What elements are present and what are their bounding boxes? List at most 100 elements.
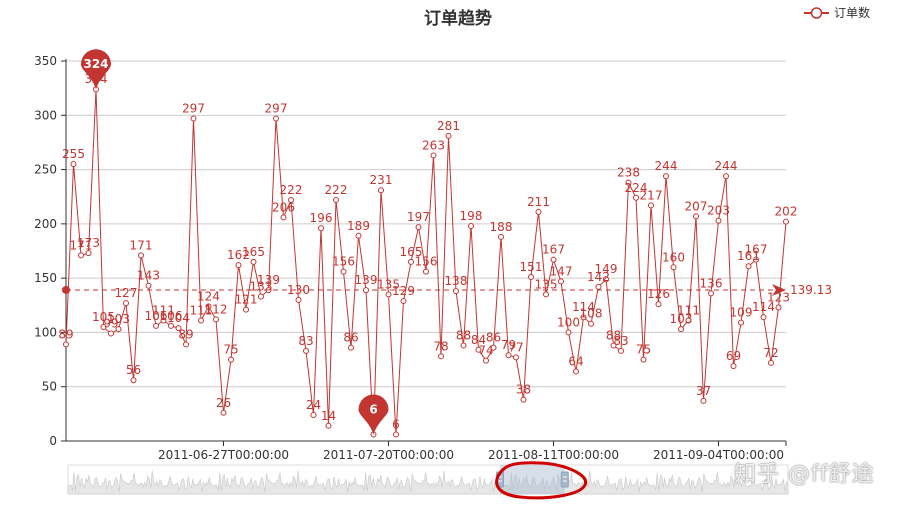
data-point[interactable] — [558, 278, 564, 285]
data-point[interactable] — [738, 319, 744, 326]
data-point[interactable] — [145, 282, 152, 289]
data-point[interactable] — [378, 187, 384, 194]
data-point[interactable] — [325, 422, 332, 429]
data-point[interactable] — [85, 250, 92, 257]
data-point[interactable] — [70, 161, 77, 168]
data-point[interactable] — [573, 368, 579, 375]
data-point[interactable] — [678, 326, 684, 333]
data-point[interactable] — [685, 317, 692, 324]
data-point[interactable] — [400, 297, 407, 304]
data-point[interactable] — [775, 304, 782, 311]
data-point[interactable] — [153, 322, 159, 329]
data-point[interactable] — [175, 325, 182, 332]
data-point[interactable] — [340, 268, 347, 275]
data-point[interactable] — [483, 357, 489, 364]
data-point[interactable] — [490, 344, 497, 351]
data-point[interactable] — [760, 314, 767, 321]
data-point[interactable] — [280, 214, 287, 221]
data-point[interactable] — [528, 274, 534, 281]
data-point[interactable] — [663, 173, 669, 180]
data-point[interactable] — [543, 291, 549, 298]
data-point[interactable] — [610, 342, 617, 349]
data-point[interactable] — [303, 347, 309, 354]
data-point[interactable] — [453, 288, 459, 295]
data-point[interactable] — [693, 213, 699, 220]
data-point[interactable] — [318, 225, 324, 232]
data-point[interactable] — [708, 290, 714, 297]
data-point[interactable] — [498, 233, 504, 240]
data-point[interactable] — [408, 258, 414, 265]
data-zoom-window[interactable] — [500, 465, 565, 494]
data-point[interactable] — [250, 258, 257, 265]
data-point[interactable] — [438, 353, 444, 360]
data-point[interactable] — [430, 152, 437, 159]
data-point[interactable] — [730, 363, 737, 370]
data-point[interactable] — [258, 293, 264, 300]
data-point[interactable] — [198, 317, 204, 324]
data-point[interactable] — [288, 196, 294, 203]
data-point[interactable] — [363, 287, 369, 294]
data-point[interactable] — [213, 316, 219, 323]
data-point[interactable] — [63, 341, 69, 348]
data-point[interactable] — [460, 342, 467, 349]
data-point[interactable] — [108, 330, 114, 337]
data-point[interactable] — [393, 431, 399, 438]
data-point[interactable] — [520, 396, 527, 403]
data-point[interactable] — [205, 303, 212, 310]
data-point[interactable] — [640, 356, 647, 363]
legend-item-orders[interactable]: 订单数 — [804, 4, 870, 21]
data-point[interactable] — [550, 256, 557, 263]
data-point[interactable] — [700, 397, 707, 404]
data-point[interactable] — [168, 322, 174, 329]
data-point[interactable] — [220, 409, 227, 416]
data-point[interactable] — [183, 341, 189, 348]
data-point[interactable] — [295, 296, 302, 303]
data-point[interactable] — [655, 301, 662, 308]
data-point[interactable] — [715, 217, 722, 224]
data-point[interactable] — [415, 224, 422, 231]
data-point[interactable] — [138, 252, 144, 259]
data-point[interactable] — [603, 276, 609, 283]
data-point[interactable] — [505, 352, 512, 359]
data-zoom-slider[interactable] — [67, 464, 789, 495]
data-point[interactable] — [723, 173, 729, 180]
data-point[interactable] — [333, 196, 339, 203]
data-point[interactable] — [670, 264, 677, 271]
data-point[interactable] — [475, 346, 482, 353]
data-point[interactable] — [123, 300, 129, 307]
data-point[interactable] — [310, 411, 317, 418]
data-point[interactable] — [273, 115, 279, 122]
data-point[interactable] — [580, 314, 587, 321]
data-point[interactable] — [633, 194, 639, 201]
data-point[interactable] — [445, 132, 452, 139]
data-point[interactable] — [385, 291, 392, 298]
data-point[interactable] — [243, 306, 249, 313]
data-point[interactable] — [768, 359, 774, 366]
data-point[interactable] — [228, 356, 234, 363]
data-point[interactable] — [468, 223, 474, 230]
data-point[interactable] — [753, 256, 759, 263]
data-point[interactable] — [348, 344, 354, 351]
data-point[interactable] — [625, 179, 632, 186]
data-point[interactable] — [588, 320, 594, 327]
data-zoom-handle[interactable] — [560, 471, 569, 488]
data-point[interactable] — [535, 208, 542, 215]
data-point[interactable] — [130, 377, 137, 384]
data-label: 14 — [321, 409, 336, 423]
data-point[interactable] — [648, 202, 654, 209]
data-point[interactable] — [115, 326, 122, 333]
data-point[interactable] — [423, 268, 429, 275]
data-point[interactable] — [235, 262, 242, 269]
data-point[interactable] — [78, 252, 84, 259]
data-point[interactable] — [618, 347, 624, 354]
data-point[interactable] — [595, 283, 602, 290]
data-point[interactable] — [513, 354, 519, 361]
data-point[interactable] — [355, 232, 362, 239]
data-point[interactable] — [100, 324, 107, 330]
data-point[interactable] — [160, 317, 167, 324]
data-point[interactable] — [783, 218, 789, 225]
data-point[interactable] — [745, 263, 752, 270]
data-point[interactable] — [565, 329, 572, 336]
data-point[interactable] — [265, 287, 272, 294]
data-point[interactable] — [190, 115, 197, 122]
